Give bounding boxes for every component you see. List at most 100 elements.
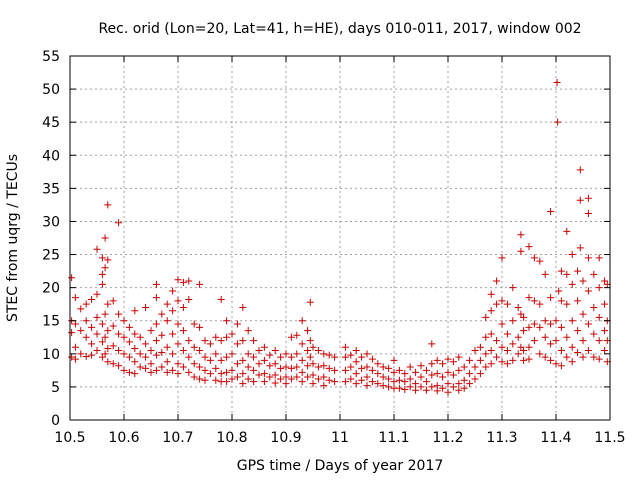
data-point xyxy=(71,320,79,328)
data-point xyxy=(428,371,436,379)
data-point xyxy=(563,270,571,278)
data-point xyxy=(185,296,193,304)
data-point xyxy=(590,330,598,338)
data-point xyxy=(109,297,117,305)
data-point xyxy=(584,210,592,218)
data-point xyxy=(174,370,182,378)
data-point xyxy=(455,353,463,361)
data-point xyxy=(250,353,258,361)
data-point xyxy=(493,337,501,345)
data-point xyxy=(125,368,133,376)
data-point xyxy=(68,274,76,282)
data-point xyxy=(476,370,484,378)
data-point xyxy=(125,338,133,346)
data-point xyxy=(158,310,166,318)
x-tick-label: 11.3 xyxy=(486,430,517,446)
data-point xyxy=(444,355,452,363)
data-point xyxy=(525,355,533,363)
data-point xyxy=(158,348,166,356)
data-point xyxy=(82,333,90,341)
data-point xyxy=(223,353,231,361)
data-point xyxy=(271,347,279,355)
data-point xyxy=(142,340,150,348)
data-point xyxy=(476,356,484,364)
x-tick-label: 10.5 xyxy=(54,430,85,446)
data-point xyxy=(104,256,112,264)
data-point xyxy=(503,300,511,308)
data-point xyxy=(590,270,598,278)
data-point xyxy=(579,353,587,361)
data-point xyxy=(417,383,425,391)
data-point xyxy=(233,373,241,381)
data-point xyxy=(101,350,109,358)
data-point xyxy=(487,360,495,368)
data-point xyxy=(590,353,598,361)
data-point xyxy=(525,243,533,251)
data-point xyxy=(536,323,544,331)
data-point xyxy=(185,337,193,345)
data-point xyxy=(212,333,220,341)
data-point xyxy=(88,340,96,348)
data-point xyxy=(147,368,155,376)
data-point xyxy=(584,194,592,202)
data-point xyxy=(304,327,312,335)
data-point xyxy=(250,366,258,374)
data-point xyxy=(460,376,468,384)
data-point xyxy=(244,327,252,335)
data-point xyxy=(525,323,533,331)
data-point xyxy=(287,333,295,341)
data-point xyxy=(174,320,182,328)
data-point xyxy=(282,350,290,358)
y-tick-label: 0 xyxy=(51,413,60,429)
data-point xyxy=(493,277,501,285)
data-point xyxy=(563,227,571,235)
data-point xyxy=(520,347,528,355)
data-point xyxy=(498,320,506,328)
data-point xyxy=(422,366,430,374)
data-point xyxy=(320,382,328,390)
data-point xyxy=(471,347,479,355)
data-point xyxy=(439,360,447,368)
data-point xyxy=(298,356,306,364)
data-point xyxy=(563,300,571,308)
data-point xyxy=(306,353,314,361)
data-point xyxy=(325,351,333,359)
data-point xyxy=(152,337,160,345)
data-point xyxy=(282,380,290,388)
data-point xyxy=(217,370,225,378)
data-point xyxy=(152,294,160,302)
data-point xyxy=(131,307,139,315)
data-point xyxy=(196,347,204,355)
data-point xyxy=(131,370,139,378)
data-point xyxy=(179,278,187,286)
data-point xyxy=(460,384,468,392)
data-point xyxy=(169,350,177,358)
data-point xyxy=(460,363,468,371)
data-point xyxy=(147,347,155,355)
data-point xyxy=(503,347,511,355)
data-point xyxy=(595,313,603,321)
data-point xyxy=(325,376,333,384)
data-point xyxy=(260,343,268,351)
data-point xyxy=(282,373,290,381)
data-point xyxy=(271,360,279,368)
data-point xyxy=(444,380,452,388)
data-point xyxy=(406,363,414,371)
data-point xyxy=(190,360,198,368)
data-point xyxy=(368,378,376,386)
data-point xyxy=(190,373,198,381)
data-point xyxy=(169,307,177,315)
data-point xyxy=(101,234,109,242)
data-point xyxy=(563,353,571,361)
data-point xyxy=(169,366,177,374)
data-point xyxy=(552,360,560,368)
data-point xyxy=(557,297,565,305)
data-point xyxy=(341,343,349,351)
data-point xyxy=(217,296,225,304)
data-point xyxy=(266,373,274,381)
data-point xyxy=(352,380,360,388)
data-point xyxy=(152,366,160,374)
data-point xyxy=(174,360,182,368)
data-point xyxy=(530,254,538,262)
